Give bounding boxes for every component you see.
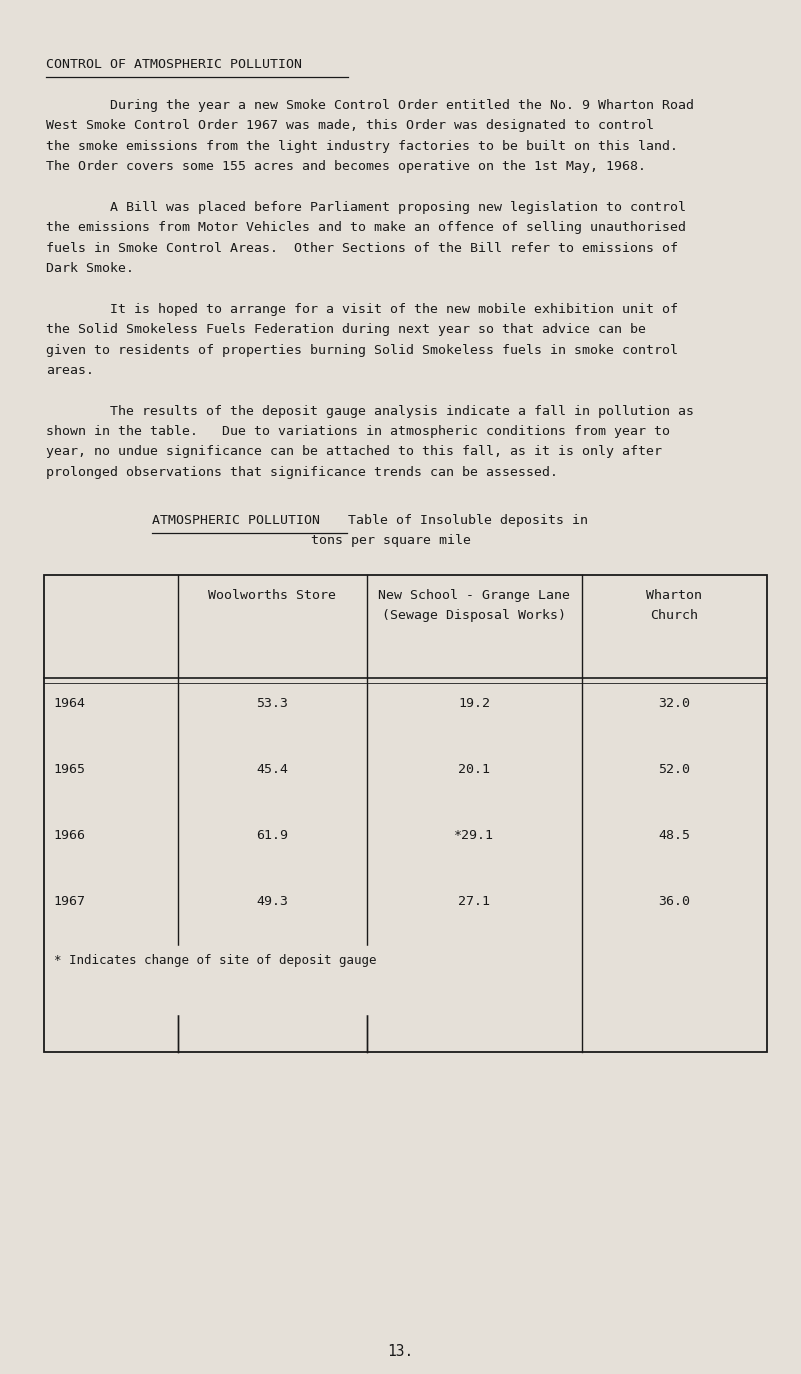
Text: 19.2: 19.2 [458, 697, 490, 710]
Text: Church: Church [650, 609, 698, 622]
Text: 53.3: 53.3 [256, 697, 288, 710]
Text: 61.9: 61.9 [256, 829, 288, 842]
Text: West Smoke Control Order 1967 was made, this Order was designated to control: West Smoke Control Order 1967 was made, … [46, 120, 654, 132]
Text: Wharton: Wharton [646, 589, 702, 602]
Text: 13.: 13. [388, 1344, 413, 1359]
Bar [44, 576, 767, 1052]
Text: Woolworths Store: Woolworths Store [208, 589, 336, 602]
Text: During the year a new Smoke Control Order entitled the No. 9 Wharton Road: During the year a new Smoke Control Orde… [46, 99, 694, 111]
Text: The results of the deposit gauge analysis indicate a fall in pollution as: The results of the deposit gauge analysi… [46, 405, 694, 418]
Text: ATMOSPHERIC POLLUTION: ATMOSPHERIC POLLUTION [152, 514, 320, 526]
Text: 1967: 1967 [54, 894, 86, 908]
Text: * Indicates change of site of deposit gauge: * Indicates change of site of deposit ga… [54, 954, 376, 967]
Text: (Sewage Disposal Works): (Sewage Disposal Works) [382, 609, 566, 622]
Text: Table of Insoluble deposits in: Table of Insoluble deposits in [348, 514, 589, 526]
Text: 27.1: 27.1 [458, 894, 490, 908]
Text: 45.4: 45.4 [256, 763, 288, 776]
Text: 1964: 1964 [54, 697, 86, 710]
Text: 1965: 1965 [54, 763, 86, 776]
Text: 1966: 1966 [54, 829, 86, 842]
Text: the emissions from Motor Vehicles and to make an offence of selling unauthorised: the emissions from Motor Vehicles and to… [46, 221, 686, 234]
Text: 48.5: 48.5 [658, 829, 690, 842]
Text: the smoke emissions from the light industry factories to be built on this land.: the smoke emissions from the light indus… [46, 140, 678, 153]
Text: New School - Grange Lane: New School - Grange Lane [378, 589, 570, 602]
Text: *29.1: *29.1 [454, 829, 494, 842]
Text: the Solid Smokeless Fuels Federation during next year so that advice can be: the Solid Smokeless Fuels Federation dur… [46, 323, 646, 337]
Text: 52.0: 52.0 [658, 763, 690, 776]
Text: 49.3: 49.3 [256, 894, 288, 908]
Text: shown in the table.   Due to variations in atmospheric conditions from year to: shown in the table. Due to variations in… [46, 425, 670, 438]
Text: areas.: areas. [46, 364, 95, 376]
Text: given to residents of properties burning Solid Smokeless fuels in smoke control: given to residents of properties burning… [46, 344, 678, 356]
Text: CONTROL OF ATMOSPHERIC POLLUTION: CONTROL OF ATMOSPHERIC POLLUTION [46, 58, 303, 70]
Text: year, no undue significance can be attached to this fall, as it is only after: year, no undue significance can be attac… [46, 445, 662, 459]
Text: The Order covers some 155 acres and becomes operative on the 1st May, 1968.: The Order covers some 155 acres and beco… [46, 159, 646, 173]
Text: 36.0: 36.0 [658, 894, 690, 908]
Text: prolonged observations that significance trends can be assessed.: prolonged observations that significance… [46, 466, 558, 478]
Text: fuels in Smoke Control Areas.  Other Sections of the Bill refer to emissions of: fuels in Smoke Control Areas. Other Sect… [46, 242, 678, 254]
Text: 32.0: 32.0 [658, 697, 690, 710]
Text: A Bill was placed before Parliament proposing new legislation to control: A Bill was placed before Parliament prop… [46, 201, 686, 214]
Text: tons per square mile: tons per square mile [311, 534, 471, 547]
Text: Dark Smoke.: Dark Smoke. [46, 262, 135, 275]
Text: 20.1: 20.1 [458, 763, 490, 776]
Text: It is hoped to arrange for a visit of the new mobile exhibition unit of: It is hoped to arrange for a visit of th… [46, 302, 678, 316]
